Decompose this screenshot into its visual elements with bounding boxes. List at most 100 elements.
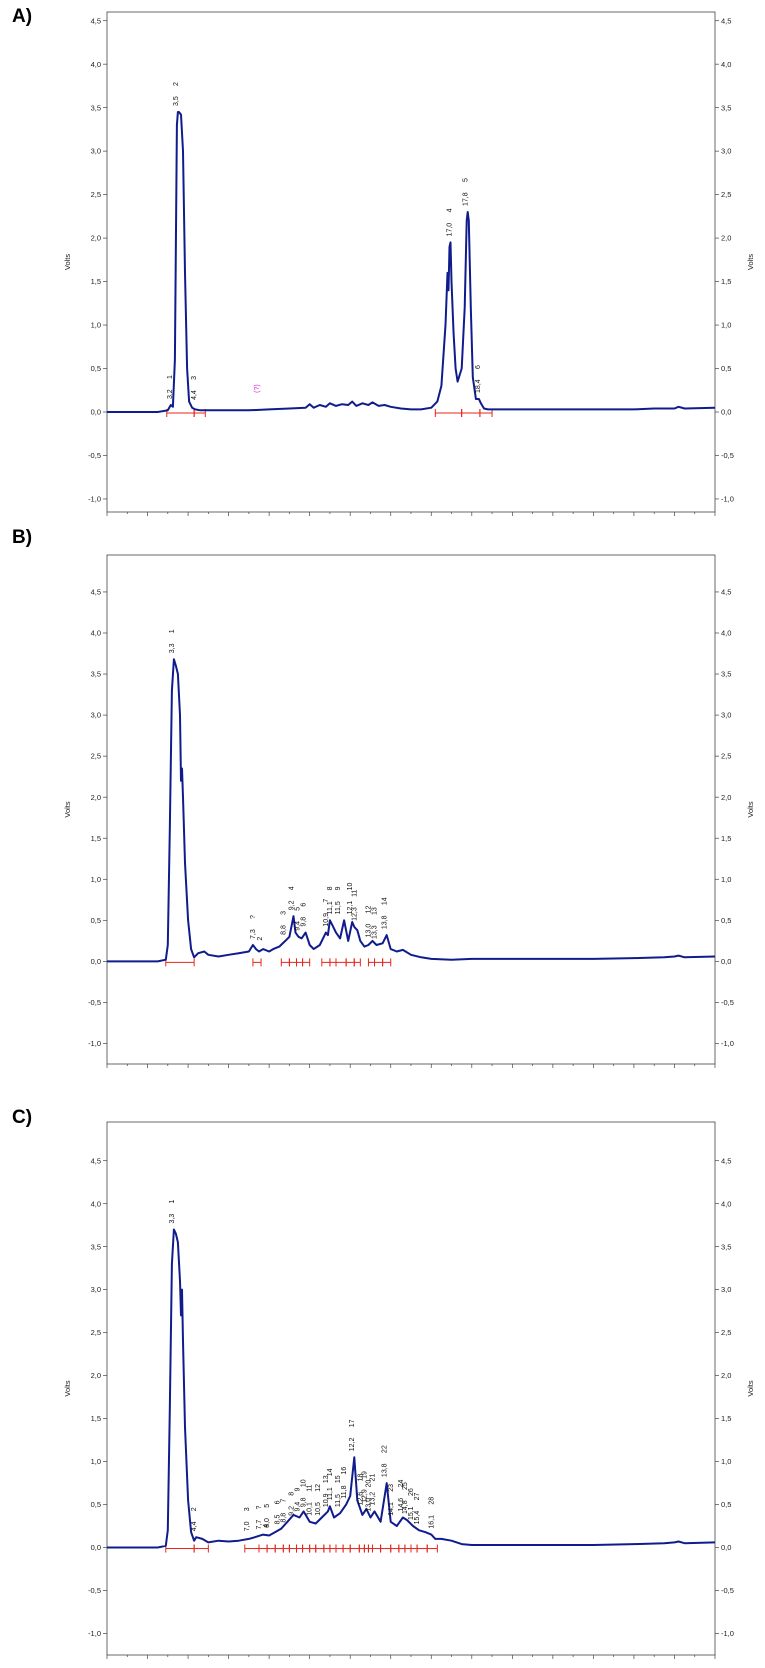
y-tick-label-right: 1,5: [721, 834, 731, 843]
y-tick-label-right: 0,0: [721, 408, 731, 417]
peak-number-label: 19: [361, 1471, 368, 1479]
peak-retention-label: 13,8: [382, 915, 389, 929]
peak-number-label: 4: [447, 208, 454, 212]
chromatogram-panel-a: A) 024681012141618202224262830Minutes-1,…: [0, 0, 765, 536]
y-axis-label-right: Volts: [746, 801, 755, 818]
peak-retention-label: 12,6: [357, 1492, 364, 1506]
y-tick-label-right: -1,0: [721, 1629, 734, 1638]
peak-number-label: 24: [398, 1480, 405, 1488]
peak-retention-label: 8,0: [264, 1518, 271, 1528]
y-tick-label-right: -0,5: [721, 1586, 734, 1595]
y-tick-label-left: 2,0: [91, 793, 101, 802]
peak-retention-label: 14,8: [402, 1500, 409, 1514]
signal-trace: [107, 1228, 716, 1549]
peak-number-label: 2: [191, 1507, 198, 1511]
peak-number-label: 1: [169, 1199, 176, 1203]
y-tick-label-left: 0,5: [91, 1500, 101, 1509]
y-tick-label-left: 1,0: [91, 1457, 101, 1466]
y-tick-label-left: 2,5: [91, 190, 101, 199]
y-tick-label-left: -0,5: [88, 451, 101, 460]
y-tick-label-right: -0,5: [721, 998, 734, 1007]
chromatogram-a: 024681012141618202224262830Minutes-1,0-1…: [63, 11, 755, 536]
peak-number-label: 3: [191, 376, 198, 380]
x-tick-label: 22: [549, 518, 557, 520]
x-tick-label: 24: [589, 518, 597, 520]
y-tick-label-right: 3,0: [721, 711, 731, 720]
y-tick-label-left: 3,0: [91, 147, 101, 156]
panel-label-c: C): [12, 1107, 33, 1128]
y-tick-label-right: 3,0: [721, 1285, 731, 1294]
x-tick-label: 6: [227, 518, 231, 520]
y-tick-label-right: 0,0: [721, 1543, 731, 1552]
y-tick-label-left: 1,5: [91, 277, 101, 286]
peak-number-label: 25: [402, 1482, 409, 1490]
y-tick-label-right: -0,5: [721, 451, 734, 460]
peak-retention-label: 13,3: [372, 925, 379, 939]
x-tick-label: 26: [630, 518, 638, 520]
y-tick-label-left: 1,0: [91, 321, 101, 330]
y-tick-label-left: 1,5: [91, 834, 101, 843]
peak-number-label: 16: [341, 1467, 348, 1475]
y-tick-label-left: 2,5: [91, 1328, 101, 1337]
peak-retention-label: 9,8: [301, 917, 308, 927]
peak-retention-label: 17,8: [463, 192, 470, 206]
peak-number-label: 26: [408, 1488, 415, 1496]
y-tick-label-right: 3,5: [721, 1242, 731, 1251]
x-tick-label: 20: [508, 518, 516, 520]
y-tick-label-left: 3,5: [91, 670, 101, 679]
y-tick-label-left: 4,5: [91, 16, 101, 25]
y-tick-label-right: 3,5: [721, 103, 731, 112]
x-tick-label: 8: [267, 518, 271, 520]
signal-trace: [107, 658, 716, 963]
peak-retention-label: 14,1: [388, 1502, 395, 1516]
peak-number-label: 1: [169, 629, 176, 633]
y-tick-label-left: 0,0: [91, 408, 101, 417]
y-tick-label-right: 0,5: [721, 364, 731, 373]
y-tick-label-right: 2,0: [721, 1371, 731, 1380]
y-tick-label-right: 1,0: [721, 875, 731, 884]
y-tick-label-left: 2,0: [91, 234, 101, 243]
peak-number-label: 13: [372, 907, 379, 915]
peak-number-label: 20: [365, 1480, 372, 1488]
peak-number-label: 14: [382, 897, 389, 905]
peak-retention-label: 8,5: [274, 1515, 281, 1525]
peak-retention-label: 9,8: [301, 1497, 308, 1507]
peak-number-label: ?: [250, 915, 257, 919]
peak-retention-label: 9,4: [295, 1502, 302, 1512]
peak-number-label: 5: [264, 1504, 271, 1508]
y-tick-label-left: 1,0: [91, 875, 101, 884]
peak-number-label: 1: [167, 375, 174, 379]
chromatogram-b: 024681012141618202224262830Minutes-1,0-1…: [63, 554, 755, 1088]
peak-retention-label: 4,4: [191, 1521, 198, 1531]
x-tick-label: 12: [346, 518, 354, 520]
peak-retention-label: 7,0: [244, 1521, 251, 1531]
y-tick-label-right: 2,5: [721, 752, 731, 761]
y-tick-label-left: 0,0: [91, 1543, 101, 1552]
peak-number-label: 9: [335, 886, 342, 890]
y-tick-label-left: 2,0: [91, 1371, 101, 1380]
peak-number-label: 11: [351, 890, 358, 897]
y-tick-label-right: 0,5: [721, 916, 731, 925]
peak-retention-label: 3,2: [167, 389, 174, 399]
chromatogram-panel-c: C) 024681012141618202224262830Minutes-1,…: [0, 1085, 765, 1668]
peak-number-label: 28: [428, 1497, 435, 1505]
peak-number-label: 8: [327, 886, 334, 890]
peak-number-label: 2: [173, 82, 180, 86]
y-tick-label-left: 0,5: [91, 916, 101, 925]
peak-number-label: 22: [382, 1445, 389, 1453]
y-tick-label-right: 4,5: [721, 16, 731, 25]
peak-retention-label: 9,2: [288, 900, 295, 910]
y-tick-label-right: 3,5: [721, 670, 731, 679]
chromatogram-c: 024681012141618202224262830Minutes-1,0-1…: [63, 1121, 755, 1668]
x-tick-label: 0: [105, 518, 109, 520]
peak-retention-label: 11,5: [335, 1494, 342, 1507]
x-tick-label: 18: [468, 518, 476, 520]
signal-trace: [107, 111, 716, 413]
peak-number-label: 15: [335, 1475, 342, 1483]
x-tick-label: 30: [711, 518, 719, 520]
y-tick-label-left: 3,0: [91, 1285, 101, 1294]
peak-retention-label: 11,1: [327, 901, 334, 914]
peak-number-label: 3: [280, 911, 287, 915]
plot-frame: [106, 11, 716, 513]
y-tick-label-right: 0,0: [721, 957, 731, 966]
